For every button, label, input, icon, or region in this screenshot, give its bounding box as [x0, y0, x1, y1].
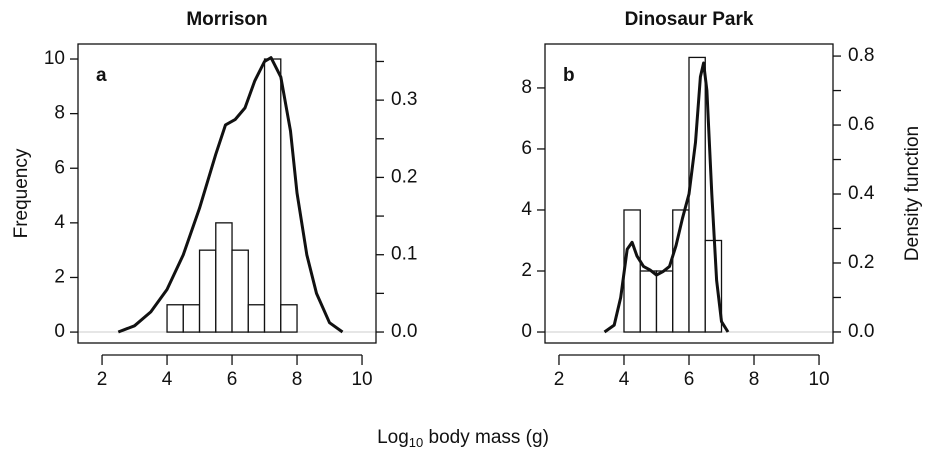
- y-tick-label: 6: [54, 157, 65, 178]
- y-tick-label: 2: [54, 266, 65, 287]
- bar: [280, 304, 298, 333]
- bar: [215, 222, 233, 333]
- y-tick-label: 10: [44, 48, 65, 69]
- panel-title: Morrison: [186, 9, 267, 30]
- x-tick-label: 6: [227, 369, 238, 390]
- y-tick-label: 2: [521, 260, 532, 281]
- panel-label: b: [563, 65, 575, 86]
- bar: [166, 304, 184, 333]
- y-axis-label: Frequency: [11, 148, 32, 238]
- bar: [247, 304, 266, 333]
- y-tick-label: 4: [54, 212, 65, 233]
- x-tick-label: 10: [808, 369, 829, 390]
- y-tick-label: 0: [521, 321, 532, 342]
- y2-tick-label: 0.4: [848, 183, 875, 204]
- bar: [182, 304, 201, 333]
- x-tick-label: 4: [162, 369, 173, 390]
- y2-tick-label: 0.0: [391, 321, 417, 342]
- y2-tick-label: 0.2: [391, 166, 417, 187]
- y-tick-label: 8: [521, 77, 532, 98]
- y-tick-label: 6: [521, 138, 532, 159]
- y-tick-label: 8: [54, 103, 65, 124]
- density-curve: [603, 61, 730, 334]
- x-tick-label: 4: [619, 369, 630, 390]
- x-tick-label: 2: [554, 369, 565, 390]
- x-tick-label: 2: [97, 369, 108, 390]
- x-label-suffix: body mass (g): [423, 427, 549, 448]
- panel-title: Dinosaur Park: [625, 9, 754, 30]
- x-tick-label: 8: [292, 369, 303, 390]
- x-tick-label: 8: [749, 369, 760, 390]
- density-curve: [117, 56, 344, 334]
- x-axis-label: Log10 body mass (g): [377, 427, 549, 450]
- bar: [623, 209, 641, 333]
- y-tick-label: 0: [54, 321, 65, 342]
- bar: [704, 239, 723, 333]
- bar: [263, 58, 282, 333]
- x-tick-label: 6: [684, 369, 695, 390]
- bar: [655, 270, 674, 333]
- panel-label: a: [96, 65, 107, 86]
- y-tick-label: 4: [521, 199, 532, 220]
- plot-box: [77, 43, 377, 344]
- bar: [639, 270, 658, 333]
- y2-tick-label: 0.8: [848, 45, 874, 66]
- x-tick-label: 10: [351, 369, 372, 390]
- y2-tick-label: 0.0: [848, 321, 874, 342]
- bar: [198, 249, 217, 333]
- y2-tick-label: 0.2: [848, 252, 874, 273]
- bar: [688, 56, 706, 333]
- y2-axis-label: Density function: [902, 126, 923, 261]
- x-label-subscript: 10: [409, 435, 423, 450]
- y2-tick-label: 0.6: [848, 114, 874, 135]
- y2-tick-label: 0.1: [391, 244, 417, 265]
- x-label-base: Log: [377, 427, 409, 448]
- bar: [231, 249, 249, 333]
- y2-tick-label: 0.3: [391, 89, 417, 110]
